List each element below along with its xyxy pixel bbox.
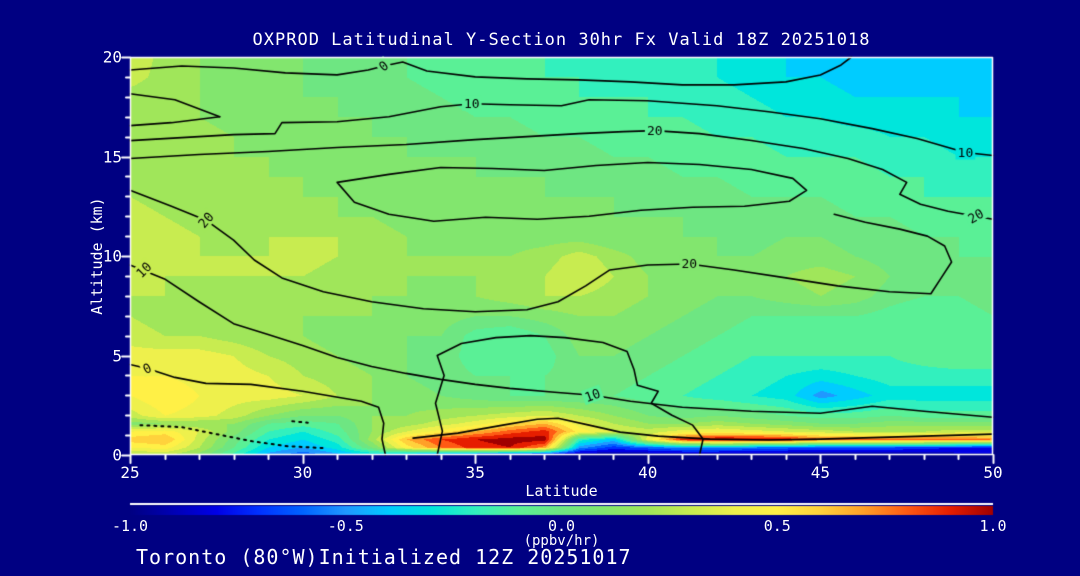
x-tick-label: 40 bbox=[638, 463, 658, 482]
colorbar-tick-label: 0.5 bbox=[763, 517, 791, 535]
x-tick-label: 30 bbox=[292, 463, 313, 482]
colorbar-tick-label: -1.0 bbox=[111, 517, 149, 535]
y-tick-label: 20 bbox=[102, 47, 122, 67]
colorbar-tick-label: 1.0 bbox=[979, 517, 1007, 535]
colorbar-tick-label: -0.5 bbox=[327, 517, 364, 535]
x-tick-label: 35 bbox=[465, 463, 485, 482]
x-tick-label: 50 bbox=[983, 463, 1003, 482]
colorbar-units: (ppbv/hr) bbox=[523, 533, 600, 549]
y-tick-label: 5 bbox=[112, 346, 122, 365]
y-tick-label: 0 bbox=[112, 445, 122, 465]
x-axis-label: Latitude bbox=[525, 482, 598, 500]
colorbar-tick-label: 0.0 bbox=[547, 517, 576, 535]
x-tick-label: 45 bbox=[810, 463, 831, 482]
y-tick-label: 15 bbox=[102, 147, 122, 166]
x-tick-label: 25 bbox=[120, 463, 140, 482]
chart-title: OXPROD Latitudinal Y-Section 30hr Fx Val… bbox=[252, 30, 871, 50]
footer-init-text: Toronto (80°W)Initialized 12Z 20251017 bbox=[136, 545, 632, 569]
y-tick-label: 10 bbox=[102, 246, 122, 266]
